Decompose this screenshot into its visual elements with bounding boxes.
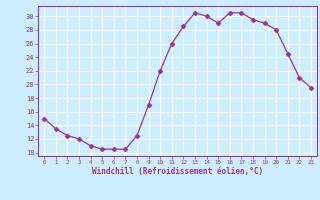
X-axis label: Windchill (Refroidissement éolien,°C): Windchill (Refroidissement éolien,°C): [92, 167, 263, 176]
